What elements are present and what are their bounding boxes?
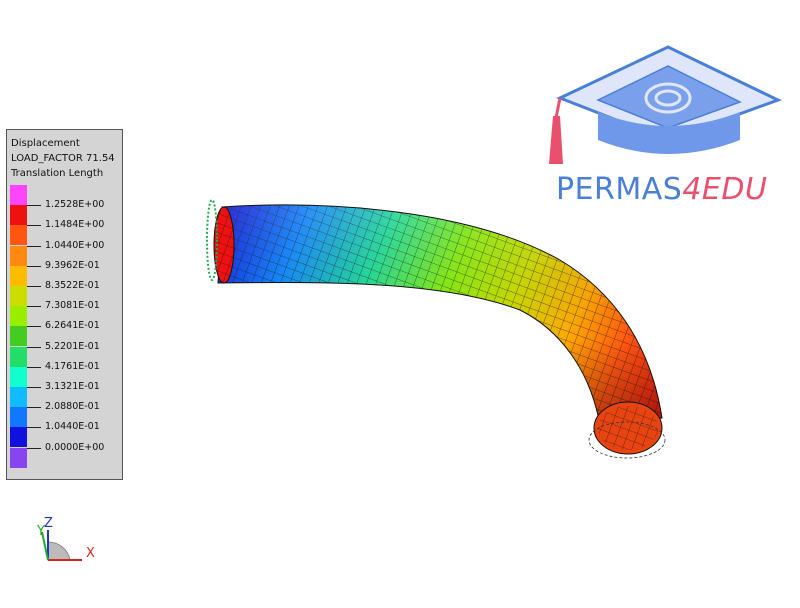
logo-wordmark: PERMAS4EDU: [556, 172, 767, 207]
displacement-legend: Displacement LOAD_FACTOR 71.54 Translati…: [6, 129, 123, 480]
legend-tick: [27, 205, 41, 207]
legend-swatch: [10, 346, 27, 367]
axis-z-label: Z: [44, 516, 53, 531]
legend-swatch: [10, 265, 27, 286]
legend-tick-label: 8.3522E-01: [45, 280, 100, 291]
legend-swatch: [10, 245, 27, 266]
legend-tick-label: 4.1761E-01: [45, 360, 100, 372]
legend-tick: [27, 306, 41, 308]
legend-tick: [27, 387, 41, 388]
legend-swatch: [10, 205, 27, 226]
legend-swatch: [10, 225, 27, 246]
axis-y-label: Y: [37, 524, 45, 539]
axis-x-label: X: [86, 546, 95, 561]
legend-tick-label: 1.2528E+00: [45, 199, 105, 211]
legend-tick-label: 9.3962E-01: [45, 259, 100, 271]
legend-swatch: [10, 286, 27, 306]
axis-triad: [41, 530, 82, 561]
legend-swatch: [10, 427, 27, 448]
legend-tick: [27, 447, 41, 449]
bent-pipe-mesh: [206, 199, 666, 459]
legend-tick: [27, 366, 41, 368]
legend-swatch: [10, 326, 27, 347]
legend-swatch: [10, 366, 27, 387]
legend-tick-label: 0.0000E+00: [45, 441, 105, 453]
legend-tick-label: 3.1321E-01: [45, 381, 100, 392]
logo-brand-text: PERMAS: [556, 172, 683, 207]
legend-swatch: [10, 306, 27, 327]
legend-tick-label: 6.2641E-01: [45, 320, 100, 332]
legend-swatch: [10, 407, 27, 428]
legend-swatch: [10, 185, 27, 205]
legend-title: Displacement: [11, 138, 80, 149]
legend-tick: [27, 245, 41, 247]
legend-swatch: [10, 447, 27, 468]
legend-tick-label: 2.0880E-01: [45, 401, 100, 413]
legend-load-factor: LOAD_FACTOR 71.54: [11, 153, 115, 164]
logo-accent-text: 4EDU: [682, 172, 768, 207]
legend-tick: [27, 265, 41, 267]
legend-tick-label: 1.1484E+00: [45, 219, 105, 231]
legend-tick-label: 1.0440E+00: [45, 239, 105, 251]
legend-tick: [27, 427, 41, 429]
legend-tick: [27, 407, 41, 409]
legend-tick-label: 1.0440E-01: [45, 421, 100, 433]
legend-quantity: Translation Length: [11, 168, 104, 179]
legend-tick-label: 5.2201E-01: [45, 340, 100, 352]
legend-tick: [27, 346, 41, 348]
legend-tick-label: 7.3081E-01: [45, 300, 100, 312]
legend-tick: [27, 326, 41, 328]
legend-tick: [27, 286, 41, 287]
permas4edu-logo: [549, 45, 782, 164]
legend-tick: [27, 225, 41, 227]
legend-swatch: [10, 387, 27, 407]
